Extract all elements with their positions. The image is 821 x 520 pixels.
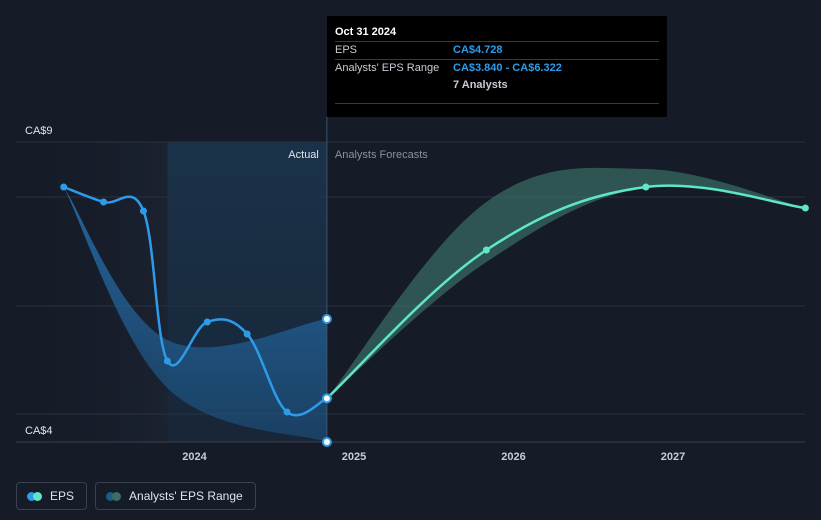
tooltip-analysts-value: 7 Analysts [453,79,508,91]
tooltip-marker [321,437,332,447]
eps-point [243,330,251,338]
legend-eps-label: EPS [50,489,75,503]
x-tick-label: 2024 [182,451,207,463]
forecast-label: Analysts Forecasts [335,149,428,161]
eps-point [203,318,211,326]
eps-point [60,183,68,191]
tooltip-range-key: Analysts' EPS Range [335,62,440,74]
legend-eps-range[interactable]: Analysts' EPS Range [95,482,256,510]
forecast-point [642,183,650,191]
forecast-point [482,246,490,254]
tooltip-range-value: CA$3.840 - CA$6.322 [453,62,562,74]
legend-range-label: Analysts' EPS Range [129,489,243,503]
eps-point [139,207,147,215]
past-background [16,142,168,442]
tooltip-eps-value: CA$4.728 [453,44,503,56]
tooltip-date: Oct 31 2024 [335,26,397,38]
tooltip-row-range: Analysts' EPS Range CA$3.840 - CA$6.322 [335,59,659,77]
eps-line [63,185,328,417]
legend: EPS Analysts' EPS Range [16,482,256,510]
tooltip-row-analysts: 7 Analysts [335,77,659,104]
eps-point [100,198,108,206]
tooltip-row-eps: EPS CA$4.728 [335,41,659,59]
x-tick-label: 2026 [501,451,525,463]
eps-point [163,357,171,365]
forecast-point [801,204,809,212]
eps-point [283,408,291,416]
past-eps-range-area [63,187,327,442]
forecast-eps-range-area [326,167,806,399]
tooltip-analysts-key [335,77,453,103]
y-tick-label: CA$4 [25,425,53,437]
forecast-eps-line [326,184,806,400]
x-tick-label: 2025 [342,451,366,463]
legend-range-swatch-icon [106,491,122,501]
legend-eps[interactable]: EPS [16,482,88,510]
axis-labels: CA$9 CA$4 2024 2025 2026 2027 Actual Analysts F… [25,125,685,463]
tooltip-marker [321,314,332,324]
y-tick-label: CA$9 [25,125,53,137]
x-tick-label: 2027 [661,451,685,463]
data-points [60,183,809,447]
tooltip: Oct 31 2024 EPS CA$4.728 Analysts' EPS R… [327,16,667,117]
tooltip-eps-key: EPS [335,44,358,56]
eps-point [321,393,332,404]
actual-label: Actual [288,149,319,161]
legend-eps-swatch-icon [27,491,42,501]
